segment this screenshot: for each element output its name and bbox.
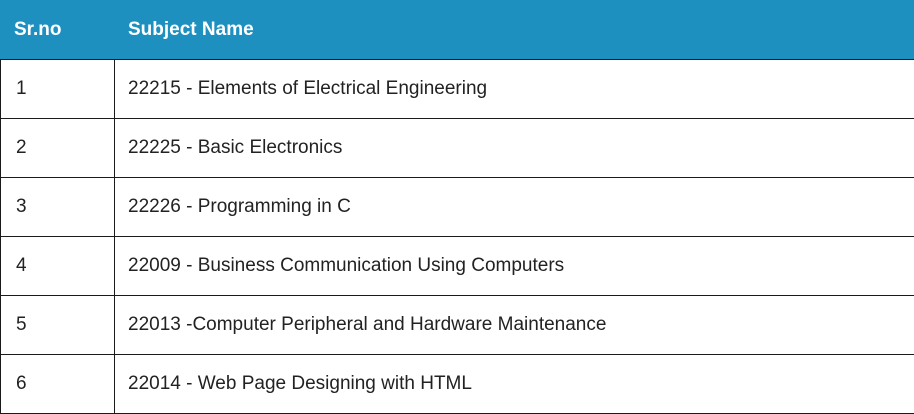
table-header: Sr.no Subject Name — [0, 0, 914, 60]
table-body: 1 22215 - Elements of Electrical Enginee… — [0, 59, 914, 414]
cell-srno: 2 — [0, 118, 115, 178]
cell-subject-name: 22225 - Basic Electronics — [114, 118, 914, 178]
cell-subject-name: 22215 - Elements of Electrical Engineeri… — [114, 59, 914, 119]
cell-srno: 1 — [0, 59, 115, 119]
cell-srno: 6 — [0, 354, 115, 414]
cell-subject-name: 22226 - Programming in C — [114, 177, 914, 237]
table-row: 4 22009 - Business Communication Using C… — [0, 236, 914, 296]
table-row: 2 22225 - Basic Electronics — [0, 118, 914, 178]
table-row: 5 22013 -Computer Peripheral and Hardwar… — [0, 295, 914, 355]
cell-srno: 3 — [0, 177, 115, 237]
table-row: 6 22014 - Web Page Designing with HTML — [0, 354, 914, 414]
header-srno: Sr.no — [0, 0, 115, 60]
cell-subject-name: 22009 - Business Communication Using Com… — [114, 236, 914, 296]
table-row: 1 22215 - Elements of Electrical Enginee… — [0, 59, 914, 119]
cell-subject-name: 22014 - Web Page Designing with HTML — [114, 354, 914, 414]
cell-srno: 4 — [0, 236, 115, 296]
header-row: Sr.no Subject Name — [0, 0, 914, 60]
cell-subject-name: 22013 -Computer Peripheral and Hardware … — [114, 295, 914, 355]
cell-srno: 5 — [0, 295, 115, 355]
table-row: 3 22226 - Programming in C — [0, 177, 914, 237]
header-subject-name: Subject Name — [114, 0, 914, 60]
